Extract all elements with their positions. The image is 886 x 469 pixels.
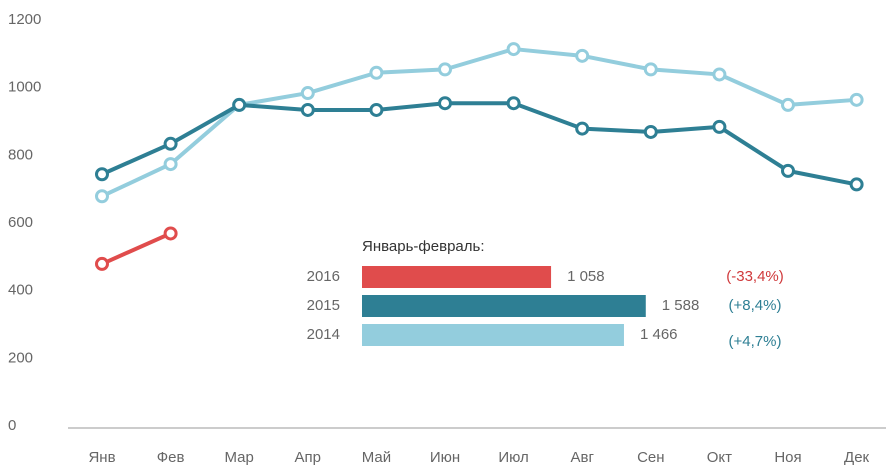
y-tick-label: 1000 [8,79,41,96]
change-label: (+8,4%) [729,297,782,314]
x-tick-label: Июн [430,449,460,466]
x-tick-label: Фев [157,449,185,466]
bar-category: 2014 [307,326,340,343]
value-label: 1 466 [640,326,678,343]
y-tick-label: 200 [8,349,33,366]
point [781,163,795,178]
inset-title: Январь-февраль: [362,238,484,255]
bar [362,295,646,317]
point [506,96,521,111]
point [849,92,864,107]
change-label: (-33,4%) [726,268,784,285]
x-tick-label: Май [362,449,391,466]
point [438,62,452,77]
bar-category: 2016 [307,268,340,285]
x-tick-label: Окт [707,449,732,466]
point [163,157,178,172]
point [781,97,795,112]
point [369,102,384,117]
x-tick-label: Дек [844,449,870,466]
x-tick-label: Авг [570,449,594,466]
value-label: 1 058 [567,268,605,285]
point [163,136,178,151]
point [575,121,590,136]
y-tick-label: 400 [8,282,33,299]
bar [362,324,624,346]
y-tick-label: 0 [8,417,16,434]
point [575,48,590,63]
x-tick-label: Апр [295,449,321,466]
point [163,226,178,241]
series-line [101,47,857,199]
x-tick-label: Июл [498,449,528,466]
value-label: 1 588 [662,297,700,314]
x-tick-label: Янв [88,449,115,466]
point [849,177,864,192]
point [232,97,247,112]
point [712,67,727,82]
point [300,102,315,117]
y-tick-label: 800 [8,146,33,163]
point [95,256,109,271]
y-tick-label: 1200 [8,11,41,28]
point [300,86,315,101]
point [95,189,109,204]
x-tick-label: Ноя [774,449,801,466]
x-tick-label: Мар [225,449,254,466]
point [369,65,384,80]
point [506,42,521,57]
series-line [101,231,172,266]
point [438,96,452,111]
point [643,124,658,139]
series-line [101,101,857,187]
change-label: (+4,7%) [729,333,782,350]
point [95,167,109,182]
bar-category: 2015 [307,297,340,314]
y-tick-label: 600 [8,214,33,231]
x-tick-label: Сен [637,449,664,466]
point [643,62,658,77]
point [712,119,727,134]
bar [362,266,552,288]
